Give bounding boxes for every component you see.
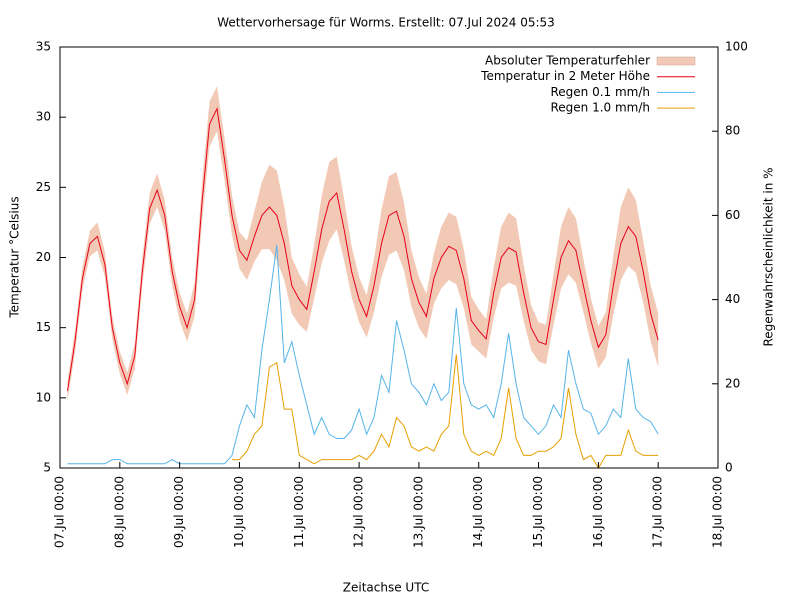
y-tick-label: 10 [36,390,51,404]
x-axis-label: Zeitachse UTC [343,581,429,595]
chart-title: Wettervorhersage für Worms. Erstellt: 07… [217,16,555,30]
y2-tick-label: 60 [725,208,740,222]
series-line [67,244,659,465]
y2-tick-label: 80 [725,124,740,138]
x-tick-label: 11.Jul 00:00 [292,476,306,548]
x-tick-label: 18.Jul 00:00 [711,476,725,548]
series-line [67,107,659,391]
x-tick-label: 09.Jul 00:00 [172,476,186,548]
x-tick-label: 12.Jul 00:00 [352,476,366,548]
y2-tick-label: 0 [725,461,733,475]
legend-swatch [656,56,696,66]
legend-label: Regen 1.0 mm/h [550,101,650,115]
x-tick-label: 15.Jul 00:00 [531,476,545,548]
y-tick-label: 30 [36,110,51,124]
y-tick-label: 20 [36,250,51,264]
x-tick-label: 08.Jul 00:00 [112,476,126,548]
x-tick-label: 16.Jul 00:00 [591,476,605,548]
legend-label: Absoluter Temperaturfehler [485,54,650,68]
y2-tick-label: 20 [725,376,740,390]
series-line [232,354,659,469]
x-tick-label: 13.Jul 00:00 [411,476,425,548]
y2-axis-label: Regenwahrscheinlichkeit in % [762,167,776,346]
x-tick-label: 07.Jul 00:00 [53,476,67,548]
y-tick-label: 15 [36,320,51,334]
legend-label: Temperatur in 2 Meter Höhe [480,69,650,83]
y2-tick-label: 40 [725,292,740,306]
x-tick-label: 14.Jul 00:00 [471,476,485,548]
x-tick-label: 10.Jul 00:00 [232,476,246,548]
y2-tick-label: 100 [725,40,748,54]
x-tick-label: 17.Jul 00:00 [651,476,665,548]
y-axis-label: Temperatur °Celsius [8,196,22,318]
y-tick-label: 35 [36,40,51,54]
legend-label: Regen 0.1 mm/h [550,85,650,99]
y-tick-label: 25 [36,180,51,194]
y-tick-label: 5 [43,461,51,475]
